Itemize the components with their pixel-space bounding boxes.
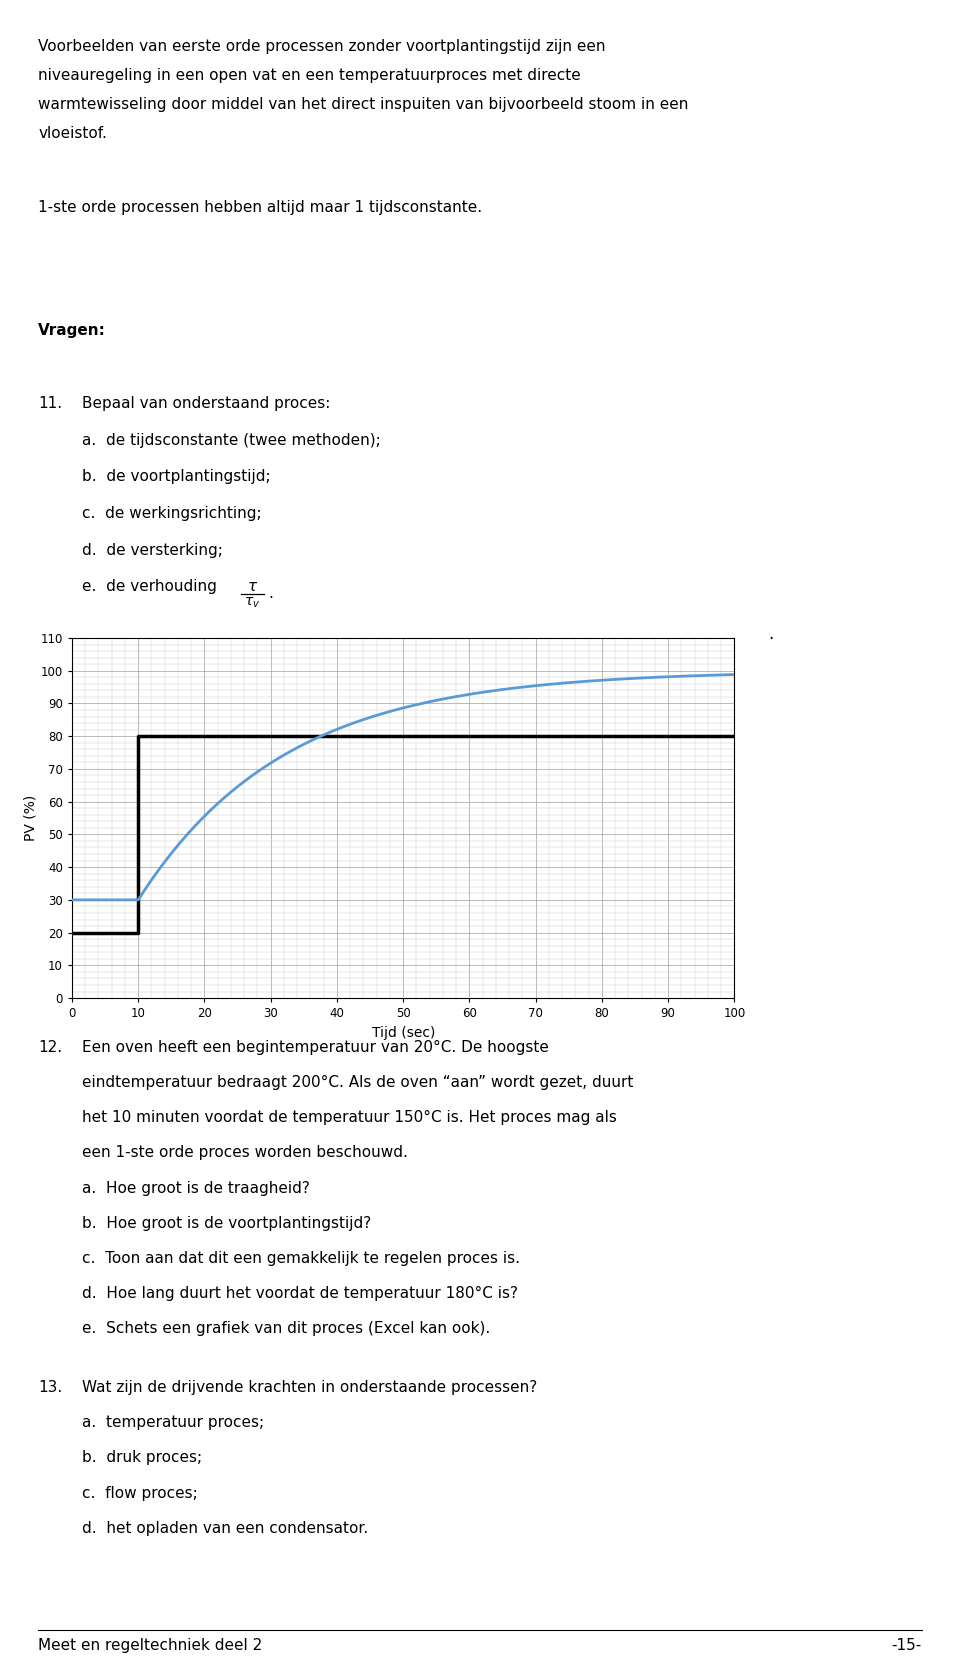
- Text: e.  de verhouding: e. de verhouding: [82, 580, 222, 595]
- Text: e.  Schets een grafiek van dit proces (Excel kan ook).: e. Schets een grafiek van dit proces (Ex…: [82, 1322, 490, 1337]
- Text: 1-ste orde processen hebben altijd maar 1 tijdsconstante.: 1-ste orde processen hebben altijd maar …: [38, 199, 483, 214]
- Text: d.  de versterking;: d. de versterking;: [82, 543, 223, 558]
- Text: Vragen:: Vragen:: [38, 323, 107, 338]
- Text: d.  Hoe lang duurt het voordat de temperatuur 180°C is?: d. Hoe lang duurt het voordat de tempera…: [82, 1286, 517, 1301]
- Text: a.  Hoe groot is de traagheid?: a. Hoe groot is de traagheid?: [82, 1181, 309, 1196]
- Text: c.  Toon aan dat dit een gemakkelijk te regelen proces is.: c. Toon aan dat dit een gemakkelijk te r…: [82, 1251, 519, 1266]
- Text: d.  het opladen van een condensator.: d. het opladen van een condensator.: [82, 1521, 368, 1536]
- Text: b.  Hoe groot is de voortplantingstijd?: b. Hoe groot is de voortplantingstijd?: [82, 1216, 371, 1231]
- Text: b.  druk proces;: b. druk proces;: [82, 1451, 202, 1466]
- Y-axis label: PV (%): PV (%): [24, 796, 37, 841]
- Text: een 1-ste orde proces worden beschouwd.: een 1-ste orde proces worden beschouwd.: [82, 1146, 407, 1161]
- Text: Voorbeelden van eerste orde processen zonder voortplantingstijd zijn een: Voorbeelden van eerste orde processen zo…: [38, 39, 606, 54]
- Text: vloeistof.: vloeistof.: [38, 126, 108, 141]
- Text: Meet en regeltechniek deel 2: Meet en regeltechniek deel 2: [38, 1638, 263, 1653]
- Text: .: .: [269, 586, 274, 601]
- Text: a.  de tijdsconstante (twee methoden);: a. de tijdsconstante (twee methoden);: [82, 432, 380, 447]
- Text: het 10 minuten voordat de temperatuur 150°C is. Het proces mag als: het 10 minuten voordat de temperatuur 15…: [82, 1111, 616, 1126]
- Text: c.  de werkingsrichting;: c. de werkingsrichting;: [82, 506, 261, 521]
- Text: 11.: 11.: [38, 395, 62, 410]
- Text: $\tau$: $\tau$: [247, 580, 258, 595]
- Text: a.  temperatuur proces;: a. temperatuur proces;: [82, 1415, 264, 1430]
- Text: -15-: -15-: [891, 1638, 922, 1653]
- Text: .: .: [768, 625, 773, 643]
- Text: 12.: 12.: [38, 1040, 62, 1055]
- Text: warmtewisseling door middel van het direct inspuiten van bijvoorbeeld stoom in e: warmtewisseling door middel van het dire…: [38, 97, 688, 112]
- Text: 13.: 13.: [38, 1380, 62, 1395]
- X-axis label: Tijd (sec): Tijd (sec): [372, 1025, 435, 1040]
- Text: b.  de voortplantingstijd;: b. de voortplantingstijd;: [82, 469, 270, 484]
- Text: Bepaal van onderstaand proces:: Bepaal van onderstaand proces:: [82, 395, 330, 410]
- Text: niveauregeling in een open vat en een temperatuurproces met directe: niveauregeling in een open vat en een te…: [38, 67, 581, 82]
- Text: Een oven heeft een begintemperatuur van 20°C. De hoogste: Een oven heeft een begintemperatuur van …: [82, 1040, 548, 1055]
- Text: $\tau_v$: $\tau_v$: [245, 596, 260, 610]
- Text: c.  flow proces;: c. flow proces;: [82, 1486, 198, 1501]
- Text: eindtemperatuur bedraagt 200°C. Als de oven “aan” wordt gezet, duurt: eindtemperatuur bedraagt 200°C. Als de o…: [82, 1075, 633, 1090]
- Text: Wat zijn de drijvende krachten in onderstaande processen?: Wat zijn de drijvende krachten in onders…: [82, 1380, 537, 1395]
